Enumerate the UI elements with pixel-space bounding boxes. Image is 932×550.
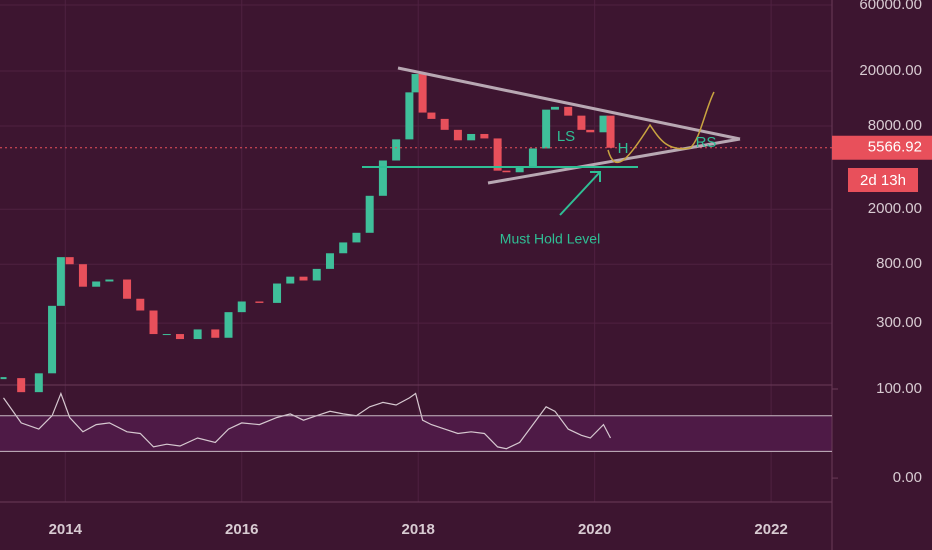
candle <box>453 129 462 141</box>
candle <box>211 329 220 338</box>
triangle-upper <box>397 66 741 141</box>
candle <box>606 115 615 148</box>
candle <box>325 253 334 269</box>
candle <box>224 312 233 338</box>
candle <box>440 118 449 130</box>
candle <box>237 301 246 313</box>
y-tick-label: 0.00 <box>893 469 922 486</box>
y-tick-label: 60000.00 <box>859 0 922 13</box>
marks <box>0 74 832 450</box>
candle <box>378 160 387 196</box>
candle <box>34 373 43 393</box>
last-price-box <box>832 135 932 160</box>
candle <box>312 268 321 281</box>
y-tick-label: 8000.00 <box>868 117 922 134</box>
annotation: RS <box>696 134 717 151</box>
candle <box>339 242 348 254</box>
candle <box>286 276 295 284</box>
projection <box>607 91 715 163</box>
y-tick-label: 100.00 <box>876 380 922 397</box>
candle <box>273 283 282 303</box>
candle <box>92 281 101 287</box>
candle <box>528 148 537 168</box>
candle <box>175 334 184 340</box>
candle <box>405 92 414 140</box>
x-tick-label: 2014 <box>49 521 83 538</box>
candle <box>467 133 476 141</box>
annotation: Must Hold Level <box>500 231 600 247</box>
y-tick-label: 300.00 <box>876 314 922 331</box>
candle <box>162 334 171 336</box>
candle <box>550 106 559 110</box>
candle <box>542 109 551 149</box>
candle <box>599 115 608 133</box>
annotation: H <box>618 140 629 157</box>
candle <box>427 112 436 119</box>
x-tick-label: 2016 <box>225 521 258 538</box>
annotation: LS <box>557 128 575 145</box>
candle <box>392 139 401 161</box>
candle <box>365 195 374 233</box>
countdown-box <box>848 168 918 192</box>
candle <box>352 232 361 243</box>
candle <box>411 74 420 93</box>
candle <box>123 279 132 299</box>
candle <box>586 129 595 133</box>
candle <box>418 74 427 113</box>
x-tick-label: 2020 <box>578 521 611 538</box>
candle <box>515 167 524 173</box>
candle <box>193 329 202 340</box>
candle <box>78 264 87 287</box>
candle <box>136 298 145 311</box>
candle <box>65 257 74 265</box>
candle <box>502 170 511 173</box>
x-tick-label: 2018 <box>402 521 435 538</box>
candle <box>105 279 114 282</box>
candle <box>255 301 264 303</box>
y-tick-label: 2000.00 <box>868 200 922 217</box>
y-tick-label: 20000.00 <box>859 62 922 79</box>
candle <box>493 138 502 171</box>
last-price-label: 5566.92 <box>868 139 922 156</box>
candle <box>48 305 57 374</box>
candle <box>480 133 489 139</box>
candle <box>56 257 65 306</box>
x-tick-label: 2022 <box>754 521 787 538</box>
candle <box>564 106 573 116</box>
rsi-band <box>0 415 832 452</box>
countdown: 2d 13h <box>860 172 906 189</box>
arrow <box>559 171 601 216</box>
candle <box>17 378 26 393</box>
rsi-line <box>3 391 612 450</box>
candle <box>149 310 158 335</box>
candle <box>577 115 586 130</box>
candle <box>299 276 308 281</box>
y-tick-label: 800.00 <box>876 255 922 272</box>
